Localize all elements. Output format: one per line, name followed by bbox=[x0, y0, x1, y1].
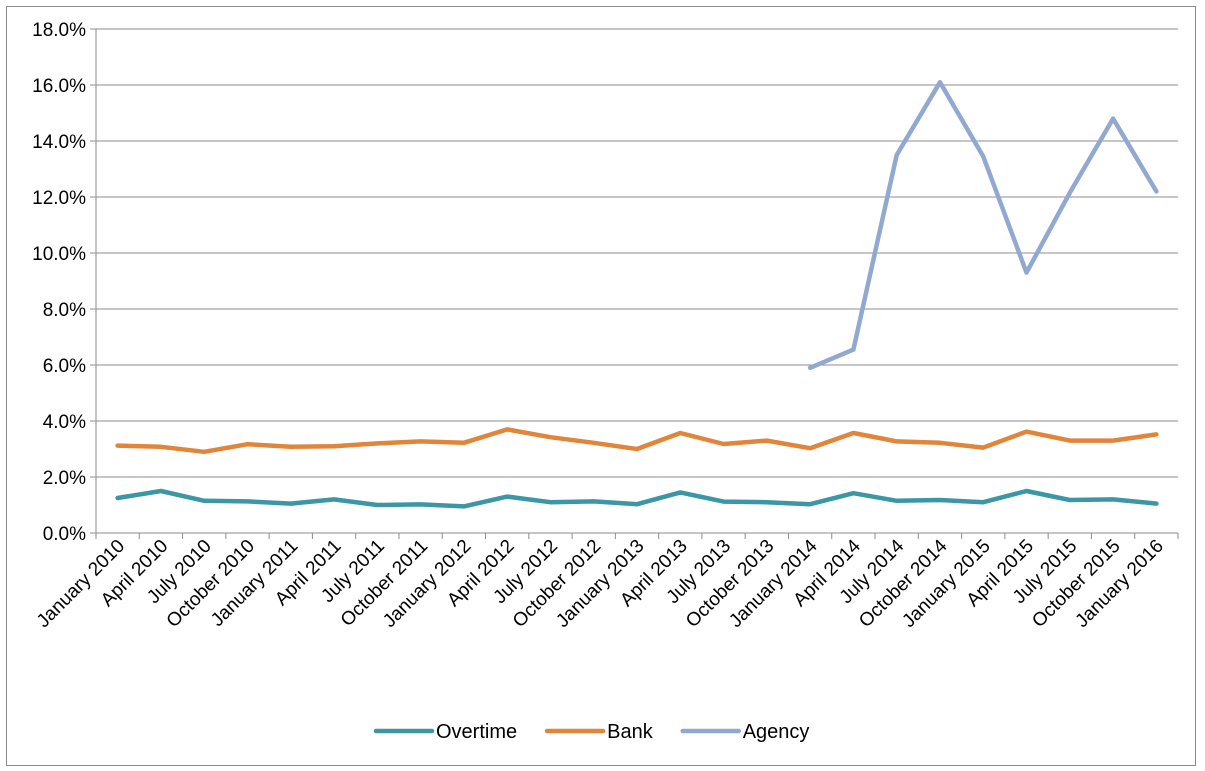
y-tick-label: 4.0% bbox=[43, 412, 86, 433]
series-line-overtime bbox=[115, 488, 1159, 509]
gridlines bbox=[96, 28, 1178, 478]
legend-label-agency: Agency bbox=[743, 721, 810, 743]
legend-label-overtime: Overtime bbox=[436, 721, 517, 743]
series-lines bbox=[115, 79, 1159, 509]
series-line-agency bbox=[807, 79, 1159, 371]
legend-label-bank: Bank bbox=[607, 721, 654, 743]
y-tick-label: 14.0% bbox=[32, 132, 86, 153]
legend: Overtime Bank Agency bbox=[373, 721, 810, 743]
y-tick-label: 0.0% bbox=[43, 524, 86, 545]
y-axis-tick-labels: 0.0% 2.0% 4.0% 6.0% 8.0% 10.0% 12.0% 14.0% 16.0%… bbox=[32, 20, 86, 545]
series-line-bank bbox=[115, 427, 1159, 455]
y-tick-label: 6.0% bbox=[43, 356, 86, 377]
y-tick-label: 12.0% bbox=[32, 188, 86, 209]
y-tick-label: 2.0% bbox=[43, 468, 86, 489]
y-tick-label: 10.0% bbox=[32, 244, 86, 265]
y-tick-label: 18.0% bbox=[32, 20, 86, 41]
axes bbox=[90, 28, 1179, 539]
chart-frame bbox=[6, 6, 1196, 766]
y-tick-label: 8.0% bbox=[43, 300, 86, 321]
y-tick-label: 16.0% bbox=[32, 76, 86, 97]
